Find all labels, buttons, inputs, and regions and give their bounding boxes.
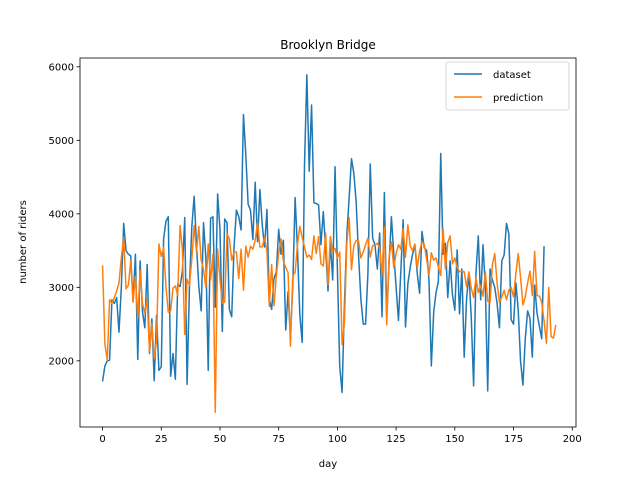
plot-frame: [79, 57, 577, 428]
x-tick-label: 75: [272, 434, 285, 445]
y-tick-label: 2000: [49, 356, 74, 367]
x-axis-ticks: 0 25 50 75 100 125 150 175 200: [99, 427, 582, 445]
x-tick-label: 150: [445, 434, 464, 445]
y-axis-label: number of riders: [18, 200, 29, 284]
x-tick-label: 175: [504, 434, 523, 445]
series-line-prediction: [101, 216, 557, 414]
x-tick-label: 100: [328, 434, 347, 445]
y-tick-label: 4000: [49, 209, 74, 220]
x-tick-label: 200: [563, 434, 582, 445]
x-tick-label: 25: [155, 434, 168, 445]
y-tick-label: 3000: [49, 283, 74, 294]
series-layer: [101, 74, 557, 414]
y-tick-label: 6000: [49, 62, 74, 73]
legend-label-prediction: prediction: [493, 93, 543, 104]
y-axis-ticks: 2000 3000 4000 5000 6000: [49, 62, 80, 367]
legend: dataset prediction: [445, 61, 570, 111]
plot-area: [80, 58, 576, 427]
x-tick-label: 125: [387, 434, 406, 445]
x-axis-label: day: [319, 459, 337, 470]
chart-title: Brooklyn Bridge: [280, 38, 376, 52]
legend-label-dataset: dataset: [493, 70, 531, 81]
y-tick-label: 5000: [49, 136, 74, 147]
x-tick-label: 0: [99, 434, 105, 445]
x-tick-label: 50: [214, 434, 227, 445]
series-line-dataset: [101, 74, 545, 394]
